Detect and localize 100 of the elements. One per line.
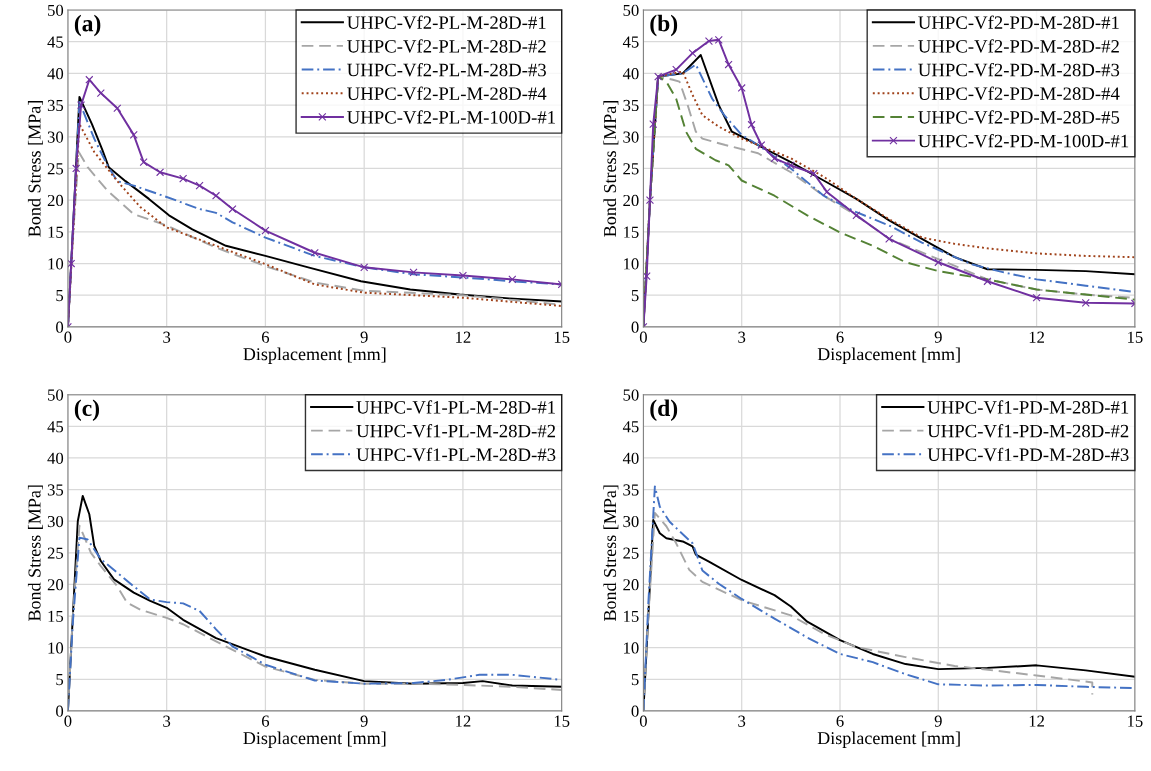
y-tick-label: 30 xyxy=(47,515,64,528)
x-tick-label: 12 xyxy=(1029,331,1044,343)
point xyxy=(261,226,270,235)
y-tick-label: 0 xyxy=(631,321,639,333)
x-axis-title: Displacement [mm] xyxy=(243,731,386,748)
x-tick-label: 6 xyxy=(261,331,270,343)
point xyxy=(852,211,861,220)
point xyxy=(156,168,165,177)
y-tick-label: 35 xyxy=(47,484,64,496)
point xyxy=(85,75,94,84)
point xyxy=(747,120,756,129)
x-tick-label: 3 xyxy=(738,715,746,727)
point xyxy=(212,191,221,200)
y-tick-label: 10 xyxy=(48,642,64,654)
y-tick-label: 0 xyxy=(631,705,639,717)
y-tick-label: 25 xyxy=(623,163,639,175)
annotation: (b) xyxy=(650,14,678,37)
x-tick-label: 6 xyxy=(261,715,270,727)
y-tick-label: 50 xyxy=(48,389,64,401)
point xyxy=(649,120,658,129)
y-tick-label: 50 xyxy=(623,389,639,401)
legend-label: UHPC-Vf2-PD-M-28D-#3 xyxy=(918,62,1120,77)
x-axis-title: Displacement [mm] xyxy=(243,347,386,364)
point xyxy=(360,263,369,272)
y-axis-title: Bond Stress [MPa] xyxy=(603,485,619,621)
x-tick-label: 15 xyxy=(554,715,570,727)
y-tick-label: 5 xyxy=(631,674,639,686)
y-tick-label: 35 xyxy=(623,99,639,112)
y-tick-label: 45 xyxy=(622,421,639,433)
y-axis-title: Bond Stress [MPa] xyxy=(27,485,43,621)
y-tick-label: 20 xyxy=(623,579,639,591)
y-tick-label: 15 xyxy=(48,610,64,622)
point xyxy=(809,169,818,178)
legend-label: UHPC-Vf1-PD-M-28D-#1 xyxy=(927,400,1129,414)
point xyxy=(786,161,795,170)
y-tick-label: 40 xyxy=(622,452,639,464)
point xyxy=(688,49,697,58)
y-tick-label: 45 xyxy=(47,36,64,48)
x-tick-label: 0 xyxy=(639,715,647,727)
y-tick-label: 30 xyxy=(623,515,639,528)
legend-label: UHPC-Vf2-PL-M-28D-#4 xyxy=(347,86,547,101)
x-tick-label: 3 xyxy=(163,715,171,727)
x-tick-label: 12 xyxy=(456,331,471,343)
y-tick-label: 20 xyxy=(623,194,639,207)
x-tick-label: 6 xyxy=(836,331,844,343)
point xyxy=(77,101,86,110)
x-tick-label: 12 xyxy=(456,715,471,727)
y-tick-label: 10 xyxy=(624,258,639,270)
x-tick-label: 0 xyxy=(64,715,72,727)
x-tick-label: 12 xyxy=(1029,715,1044,727)
x-tick-label: 9 xyxy=(360,331,368,343)
y-tick-label: 30 xyxy=(47,131,64,143)
point xyxy=(458,271,467,280)
point xyxy=(822,187,831,196)
y-tick-label: 5 xyxy=(56,290,64,302)
x-tick-label: 9 xyxy=(360,715,368,727)
annotation: (c) xyxy=(74,399,99,421)
y-tick-label: 20 xyxy=(47,194,64,207)
y-tick-label: 50 xyxy=(623,4,639,16)
x-tick-label: 3 xyxy=(163,331,171,343)
point xyxy=(885,234,894,243)
x-tick-label: 15 xyxy=(1128,715,1143,727)
y-tick-label: 0 xyxy=(56,705,64,717)
y-tick-label: 25 xyxy=(47,547,64,559)
y-tick-label: 35 xyxy=(47,99,64,112)
y-tick-label: 40 xyxy=(622,68,639,80)
point xyxy=(1032,293,1041,302)
y-tick-label: 15 xyxy=(48,226,64,238)
x-tick-label: 0 xyxy=(639,331,647,343)
legend-label: UHPC-Vf2-PD-M-28D-#4 xyxy=(918,86,1120,101)
y-tick-label: 10 xyxy=(624,642,639,654)
point xyxy=(934,258,943,267)
point xyxy=(179,174,188,183)
point xyxy=(67,259,76,268)
legend-label: UHPC-Vf1-PL-M-28D-#3 xyxy=(356,447,556,462)
point xyxy=(139,158,148,167)
point xyxy=(228,204,237,214)
x-tick-label: 15 xyxy=(1128,331,1143,343)
point xyxy=(724,60,733,69)
x-axis-title: Displacement [mm] xyxy=(817,347,960,364)
y-tick-label: 25 xyxy=(623,547,639,559)
legend-label: UHPC-Vf1-PD-M-28D-#2 xyxy=(927,423,1129,438)
x-tick-label: 3 xyxy=(738,331,746,343)
point xyxy=(96,89,105,98)
point xyxy=(704,37,713,46)
y-tick-label: 20 xyxy=(47,579,64,591)
legend-label: UHPC-Vf2-PD-M-100D-#1 xyxy=(918,133,1129,148)
x-tick-label: 9 xyxy=(934,715,942,727)
y-tick-label: 50 xyxy=(48,4,64,16)
y-tick-label: 5 xyxy=(56,674,64,686)
legend-label: UHPC-Vf1-PL-M-28D-#1 xyxy=(356,400,555,414)
legend-label: UHPC-Vf2-PL-M-100D-#1 xyxy=(347,110,555,124)
y-tick-label: 5 xyxy=(631,290,639,302)
point xyxy=(113,104,122,113)
y-tick-label: 35 xyxy=(623,484,639,496)
y-tick-label: 30 xyxy=(623,131,639,143)
x-tick-label: 6 xyxy=(836,715,844,727)
y-tick-label: 15 xyxy=(624,610,639,622)
y-tick-label: 15 xyxy=(624,226,639,238)
legend-label: UHPC-Vf2-PL-M-28D-#1 xyxy=(347,15,546,30)
